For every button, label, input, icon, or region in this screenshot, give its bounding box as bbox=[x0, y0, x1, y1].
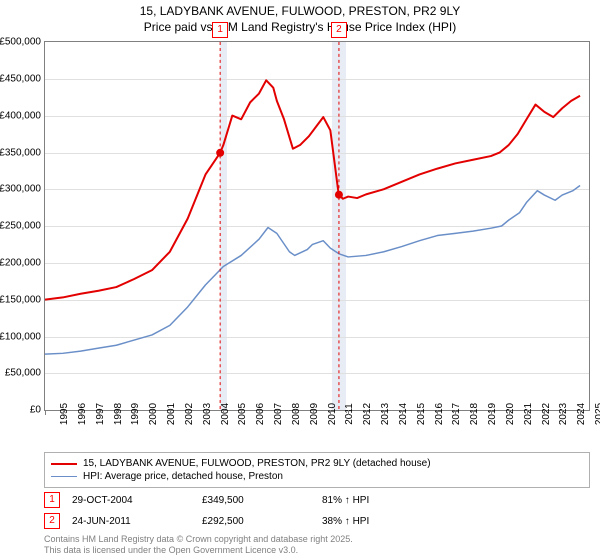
legend-label-hpi: HPI: Average price, detached house, Pres… bbox=[83, 471, 283, 482]
y-tick-label: £150,000 bbox=[0, 294, 41, 305]
title-address: 15, LADYBANK AVENUE, FULWOOD, PRESTON, P… bbox=[0, 4, 600, 20]
line-hpi bbox=[45, 186, 580, 355]
y-tick-label: £0 bbox=[30, 405, 41, 416]
sale-diff-2: 38% ↑ HPI bbox=[322, 516, 590, 527]
y-tick-label: £50,000 bbox=[5, 368, 41, 379]
legend-label-property: 15, LADYBANK AVENUE, FULWOOD, PRESTON, P… bbox=[83, 458, 431, 469]
sale-marker-dot bbox=[335, 191, 343, 199]
sale-row-1: 1 29-OCT-2004 £349,500 81% ↑ HPI bbox=[44, 492, 590, 508]
attribution-line1: Contains HM Land Registry data © Crown c… bbox=[44, 534, 590, 545]
legend-row-property: 15, LADYBANK AVENUE, FULWOOD, PRESTON, P… bbox=[51, 457, 583, 470]
attribution-line2: This data is licensed under the Open Gov… bbox=[44, 545, 590, 556]
attribution: Contains HM Land Registry data © Crown c… bbox=[44, 534, 590, 556]
sale-date-1: 29-OCT-2004 bbox=[72, 495, 202, 506]
y-tick-label: £450,000 bbox=[0, 73, 41, 84]
sale-row-2: 2 24-JUN-2011 £292,500 38% ↑ HPI bbox=[44, 513, 590, 529]
chart-title: 15, LADYBANK AVENUE, FULWOOD, PRESTON, P… bbox=[0, 0, 600, 37]
chart-plot-area: £0£50,000£100,000£150,000£200,000£250,00… bbox=[44, 41, 590, 411]
sale-index-1: 1 bbox=[44, 492, 60, 508]
line-property bbox=[45, 80, 580, 299]
sale-price-1: £349,500 bbox=[202, 495, 322, 506]
sale-diff-1: 81% ↑ HPI bbox=[322, 495, 590, 506]
sale-date-2: 24-JUN-2011 bbox=[72, 516, 202, 527]
hpi-chart-card: 15, LADYBANK AVENUE, FULWOOD, PRESTON, P… bbox=[0, 0, 600, 560]
legend-swatch-hpi bbox=[51, 476, 77, 477]
legend-swatch-property bbox=[51, 463, 77, 465]
y-tick-label: £300,000 bbox=[0, 184, 41, 195]
y-tick-label: £100,000 bbox=[0, 331, 41, 342]
sale-price-2: £292,500 bbox=[202, 516, 322, 527]
sale-marker-dot bbox=[216, 149, 224, 157]
x-tick-label: 2025 bbox=[580, 403, 600, 425]
chart-legend: 15, LADYBANK AVENUE, FULWOOD, PRESTON, P… bbox=[44, 452, 590, 488]
title-subtitle: Price paid vs. HM Land Registry's House … bbox=[0, 20, 600, 36]
legend-row-hpi: HPI: Average price, detached house, Pres… bbox=[51, 470, 583, 483]
y-tick-label: £400,000 bbox=[0, 110, 41, 121]
chart-svg bbox=[45, 42, 589, 410]
sale-marker-label: 1 bbox=[212, 22, 228, 38]
sale-marker-label: 2 bbox=[331, 22, 347, 38]
y-tick-label: £200,000 bbox=[0, 257, 41, 268]
y-tick-label: £500,000 bbox=[0, 37, 41, 48]
y-tick-label: £350,000 bbox=[0, 147, 41, 158]
sale-index-2: 2 bbox=[44, 513, 60, 529]
y-tick-label: £250,000 bbox=[0, 221, 41, 232]
